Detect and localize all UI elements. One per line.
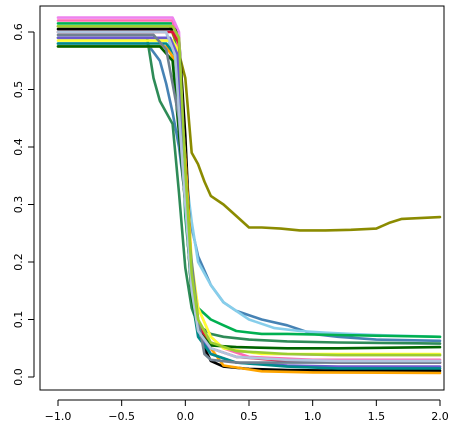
- series-line-12: [56, 36, 442, 368]
- series-layer: [56, 16, 442, 375]
- series-line-10: [56, 45, 442, 375]
- y-tick-label: 0.1: [12, 311, 25, 329]
- x-tick-label: 0.0: [177, 410, 195, 422]
- y-tick-label: 0.3: [12, 196, 25, 214]
- x-tick-label: −0.5: [108, 410, 135, 422]
- series-line-7: [56, 19, 442, 362]
- y-tick-label: 0.4: [12, 138, 25, 156]
- y-axis: 0.0 0.1 0.2 0.3 0.4 0.5 0.6: [12, 23, 35, 386]
- series-line-9: [56, 39, 442, 356]
- x-tick-label: 1.5: [368, 410, 386, 422]
- series-line-3: [56, 30, 442, 339]
- series-line-5: [56, 22, 442, 339]
- y-tick-label: 0.6: [12, 23, 25, 41]
- y-tick-label: 0.5: [12, 81, 25, 99]
- y-tick-label: 0.2: [12, 253, 25, 271]
- series-line-2: [56, 42, 442, 343]
- x-axis: −1.0 −0.5 0.0 0.5 1.0 1.5 2.0: [45, 399, 449, 422]
- series-line-11: [56, 30, 442, 364]
- x-tick-label: 2.0: [431, 410, 449, 422]
- series-line-1: [56, 24, 442, 232]
- plot-frame: [39, 5, 445, 391]
- series-line-15: [56, 33, 442, 364]
- series-line-14: [56, 45, 442, 350]
- x-tick-label: −1.0: [45, 410, 72, 422]
- y-tick-label: 0.0: [12, 368, 25, 386]
- series-line-13: [56, 42, 442, 370]
- x-tick-label: 1.0: [304, 410, 322, 422]
- series-line-17: [56, 24, 442, 357]
- x-tick-label: 0.5: [240, 410, 258, 422]
- series-line-16: [56, 30, 442, 363]
- series-line-4: [56, 36, 442, 345]
- series-line-8: [56, 16, 442, 357]
